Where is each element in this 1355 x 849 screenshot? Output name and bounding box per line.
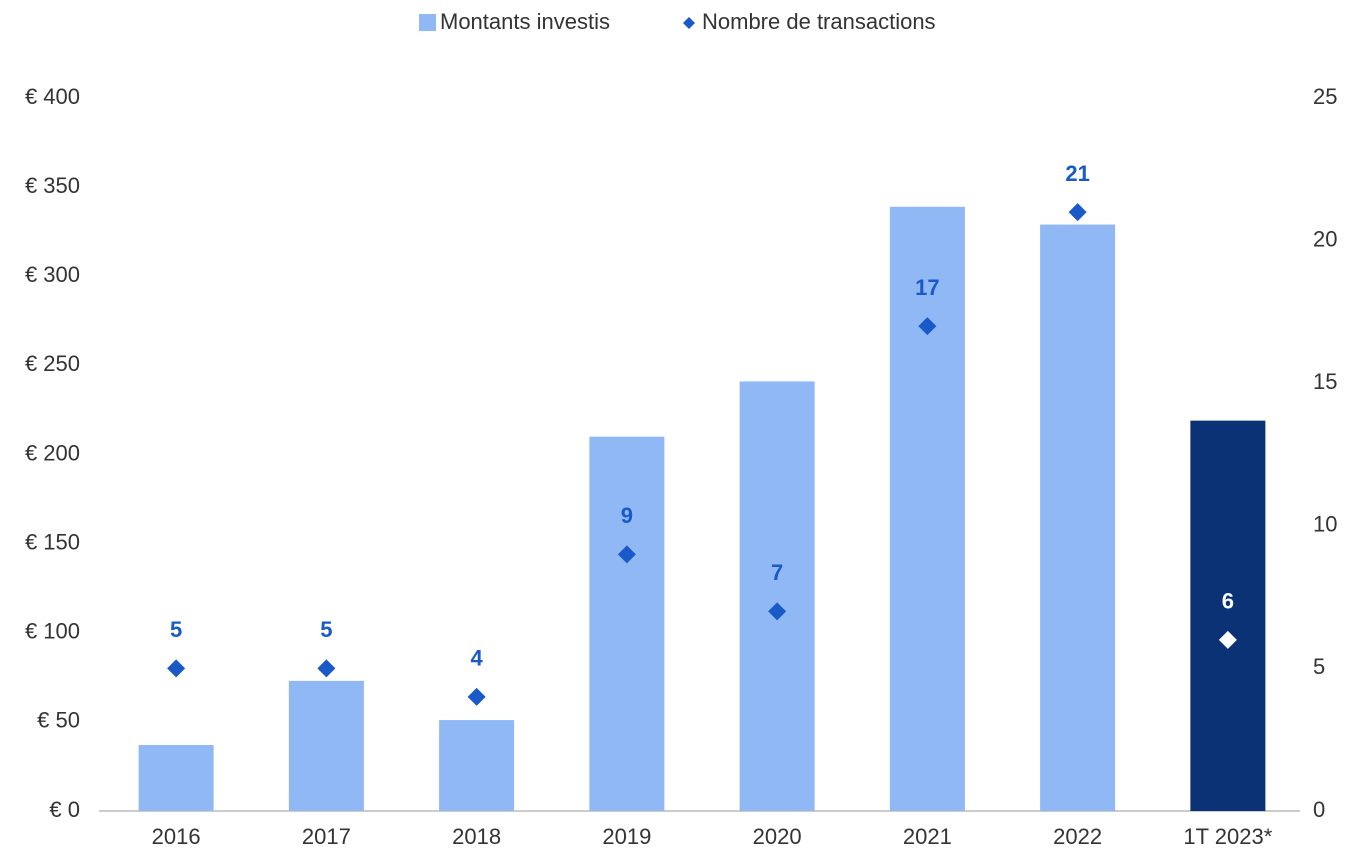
bar [288,680,364,811]
data-label: 6 [1222,589,1234,614]
y2-tick-label: 15 [1313,369,1337,394]
x-tick-label: 2018 [452,824,501,849]
y2-tick-label: 20 [1313,226,1337,251]
y-tick-label: € 250 [25,351,80,376]
bar [138,745,214,811]
bar [1190,420,1266,811]
y-tick-label: € 350 [25,173,80,198]
y-tick-label: € 200 [25,440,80,465]
y-tick-label: € 50 [37,708,80,733]
data-label: 17 [915,275,939,300]
point [617,545,636,564]
y-tick-label: € 0 [49,797,80,822]
y-tick-label: € 300 [25,262,80,287]
y-tick-label: € 400 [25,84,80,109]
x-tick-label: 2020 [753,824,802,849]
point [467,687,486,706]
bar [439,720,515,811]
x-tick-label: 2019 [602,824,651,849]
y2-tick-label: 5 [1313,654,1325,679]
data-label: 9 [621,503,633,528]
point [317,659,336,678]
legend-label: Montants investis [440,9,610,34]
bar [589,436,665,811]
bar [889,206,965,812]
x-tick-label: 2022 [1053,824,1102,849]
y2-tick-label: 10 [1313,512,1337,537]
y2-tick-label: 0 [1313,797,1325,822]
data-label: 7 [771,560,783,585]
point [1218,630,1237,649]
y-tick-label: € 100 [25,619,80,644]
bar [739,381,815,811]
data-label: 5 [320,617,332,642]
x-tick-label: 2021 [903,824,952,849]
point [167,659,186,678]
point [768,602,787,621]
bar [1040,224,1116,811]
point [1068,203,1087,222]
data-label: 5 [170,617,182,642]
x-tick-label: 2016 [152,824,201,849]
point [918,317,937,336]
x-tick-label: 2017 [302,824,351,849]
y-tick-label: € 150 [25,529,80,554]
data-label: 21 [1065,161,1089,186]
data-label: 4 [471,646,484,671]
legend-swatch [419,14,436,31]
legend-label: Nombre de transactions [702,9,936,34]
legend-swatch [683,17,695,29]
y2-tick-label: 25 [1313,84,1337,109]
x-tick-label: 1T 2023* [1183,824,1272,849]
